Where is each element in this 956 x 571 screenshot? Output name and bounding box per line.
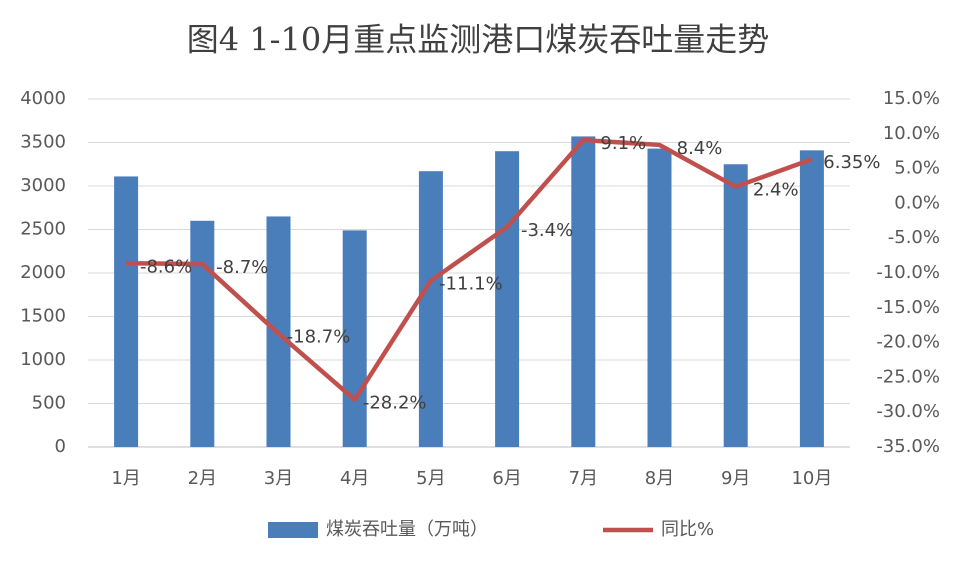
x-tick-label: 7月 xyxy=(569,468,598,489)
x-tick-label: 2月 xyxy=(188,468,217,489)
y-tick-label: 1500 xyxy=(20,306,66,327)
x-tick-label: 1月 xyxy=(111,468,140,489)
bar xyxy=(571,136,596,447)
x-tick-label: 4月 xyxy=(340,468,369,489)
value-label: -8.7% xyxy=(216,257,268,278)
value-label: 2.4% xyxy=(753,180,799,201)
y-tick-label: 3000 xyxy=(20,175,66,196)
y-tick-label: 2000 xyxy=(20,262,66,283)
bar xyxy=(647,148,672,447)
value-label: 9.1% xyxy=(600,133,646,154)
bar xyxy=(799,150,824,447)
y2-tick-label: -35.0% xyxy=(876,436,940,457)
bar xyxy=(723,164,748,447)
x-tick-label: 8月 xyxy=(645,468,674,489)
y2-tick-label: -20.0% xyxy=(876,332,940,353)
y2-tick-label: -25.0% xyxy=(876,366,940,387)
y2-tick-label: 0.0% xyxy=(894,192,940,213)
x-tick-label: 3月 xyxy=(264,468,293,489)
value-label: -8.6% xyxy=(140,256,192,277)
chart-title: 图4 1-10月重点监测港口煤炭吞吐量走势 xyxy=(187,21,769,59)
y-tick-label: 4000 xyxy=(20,88,66,109)
y2-tick-label: 10.0% xyxy=(883,123,940,144)
y2-tick-label: -15.0% xyxy=(876,297,940,318)
value-label: -3.4% xyxy=(521,220,573,241)
x-tick-label: 9月 xyxy=(721,468,750,489)
x-tick-label: 10月 xyxy=(791,468,832,489)
line xyxy=(126,137,813,402)
legend-swatch xyxy=(268,522,318,538)
bar xyxy=(342,230,367,447)
x-tick-label: 5月 xyxy=(416,468,445,489)
y2-tick-label: -5.0% xyxy=(888,227,940,248)
value-label: 8.4% xyxy=(677,138,723,159)
y-tick-label: 3500 xyxy=(20,132,66,153)
y2-tick-label: 5.0% xyxy=(894,158,940,179)
value-label: -11.1% xyxy=(439,274,503,295)
y-tick-label: 2500 xyxy=(20,219,66,240)
value-label: -28.2% xyxy=(363,393,427,414)
y2-tick-label: 15.0% xyxy=(883,88,940,109)
value-label: -18.7% xyxy=(287,327,351,348)
y-tick-label: 500 xyxy=(32,393,66,414)
legend-label: 同比% xyxy=(661,519,714,540)
bar xyxy=(495,151,520,447)
bar xyxy=(190,220,215,447)
y-tick-label: 0 xyxy=(55,436,66,457)
y-tick-label: 1000 xyxy=(20,349,66,370)
x-tick-label: 6月 xyxy=(492,468,521,489)
legend-label: 煤炭吞吐量（万吨） xyxy=(326,519,488,540)
bar xyxy=(114,176,139,447)
y2-tick-label: -10.0% xyxy=(876,262,940,283)
value-label: 6.35% xyxy=(823,152,880,173)
y2-tick-label: -30.0% xyxy=(876,401,940,422)
bar xyxy=(418,171,443,447)
